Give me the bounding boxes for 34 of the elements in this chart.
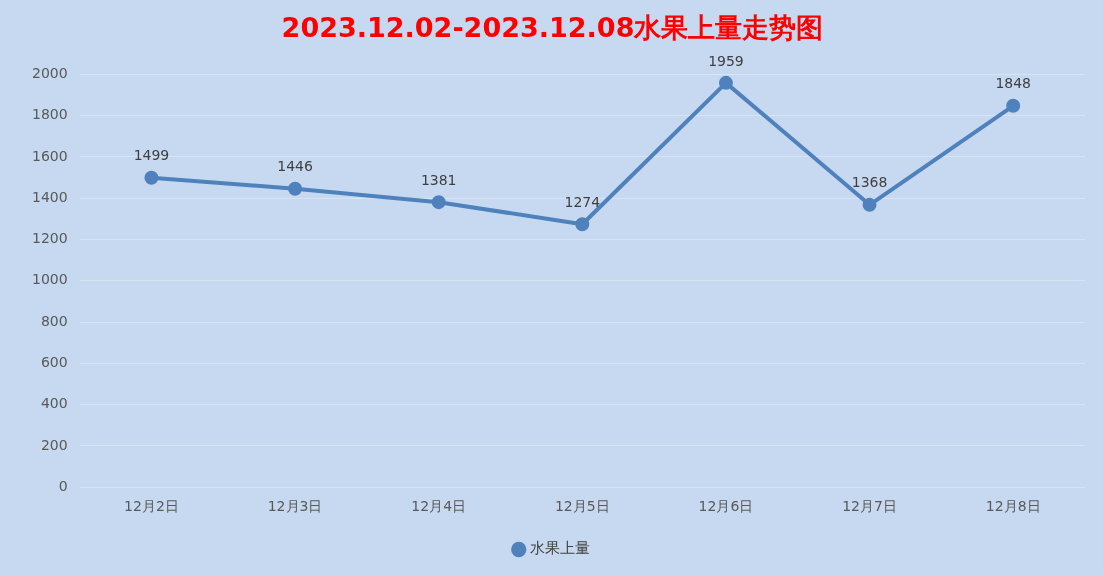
x-tick-label: 12月4日	[411, 498, 467, 515]
data-label: 1446	[277, 158, 313, 175]
legend-label: 水果上量	[530, 539, 591, 558]
data-label: 1274	[564, 193, 601, 210]
x-tick-label: 12月7日	[842, 498, 897, 515]
y-tick-label: 400	[40, 395, 68, 412]
y-tick-label: 1200	[31, 230, 68, 247]
chart-title: 2023.12.02-2023.12.08水果上量走势图	[281, 12, 824, 44]
x-tick-label: 12月2日	[124, 498, 179, 515]
y-tick-label: 200	[40, 436, 68, 453]
x-tick-label: 12月3日	[267, 498, 323, 515]
y-tick-label: 2000	[31, 65, 68, 82]
data-label: 1848	[995, 75, 1032, 92]
x-tick-label: 12月8日	[985, 498, 1041, 515]
y-tick-label: 1800	[31, 106, 68, 123]
point	[431, 195, 446, 210]
point	[575, 217, 590, 232]
data-label: 1368	[851, 174, 888, 191]
point	[288, 181, 303, 196]
point	[862, 197, 877, 212]
y-tick-label: 1000	[31, 271, 68, 288]
data-label: 1959	[708, 52, 744, 69]
data-label: 1499	[133, 147, 170, 164]
y-tick-label: 1600	[31, 147, 68, 164]
y-tick-label: 0	[58, 477, 68, 494]
point	[1006, 98, 1021, 113]
x-tick-label: 12月5日	[554, 498, 610, 515]
y-tick-label: 600	[40, 354, 68, 370]
x-tick-label: 12月6日	[698, 498, 754, 515]
point	[144, 170, 159, 185]
point	[718, 75, 733, 90]
y-tick-label: 1400	[31, 188, 68, 205]
y-tick-label: 800	[40, 312, 68, 329]
data-label: 1381	[420, 171, 457, 188]
